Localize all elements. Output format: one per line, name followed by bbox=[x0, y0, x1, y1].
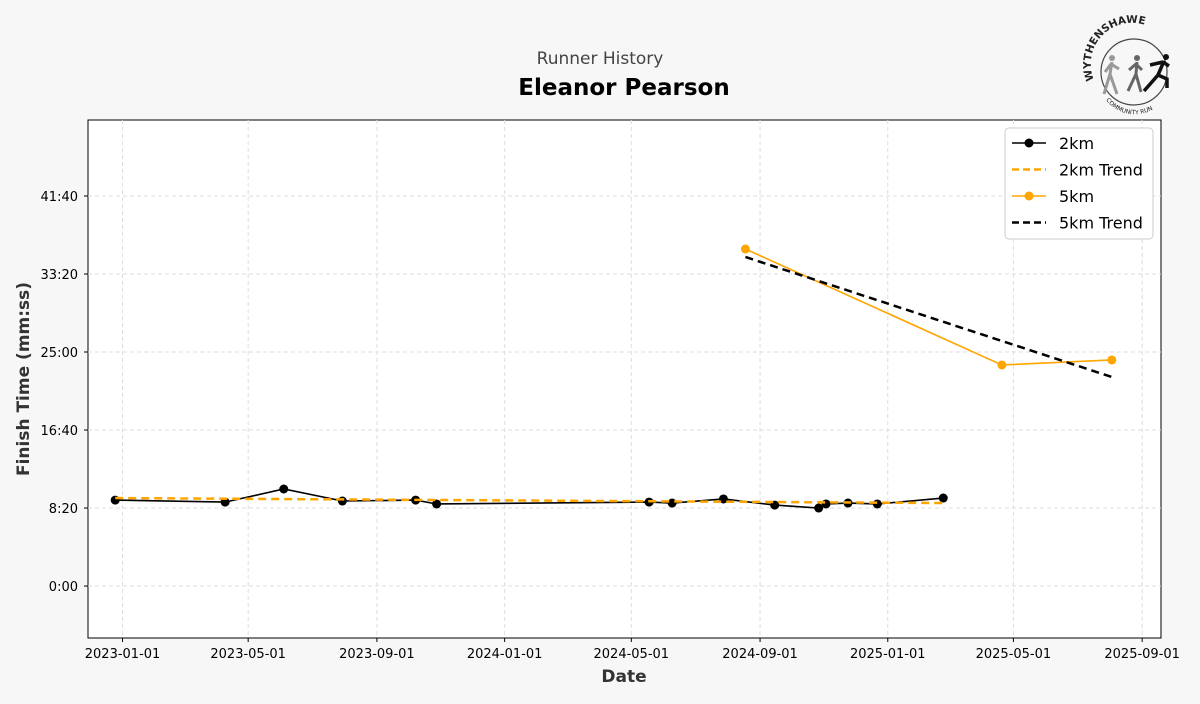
x-tick-label: 2025-01-01 bbox=[850, 647, 926, 662]
logo: WYTHENSHAWE COMMUNITY RUN bbox=[1082, 14, 1170, 117]
data-point-2km bbox=[814, 503, 824, 513]
data-point-2km bbox=[432, 499, 442, 509]
legend-marker-2km bbox=[1024, 138, 1034, 148]
legend-marker-5km bbox=[1024, 191, 1034, 201]
y-axis-label: Finish Time (mm:ss) bbox=[14, 282, 34, 476]
y-tick-label: 33:20 bbox=[41, 268, 78, 283]
data-point-2km bbox=[938, 493, 948, 503]
legend-label-5km-trend: 5km Trend bbox=[1059, 214, 1143, 233]
data-point-2km bbox=[821, 499, 831, 509]
x-tick-label: 2025-09-01 bbox=[1104, 647, 1180, 662]
plot-area bbox=[87, 119, 1162, 639]
chart-subtitle: Runner History bbox=[537, 49, 664, 69]
y-tick-label: 16:40 bbox=[41, 424, 78, 439]
series-line-2km-trend bbox=[115, 496, 944, 505]
x-tick-label: 2023-09-01 bbox=[339, 647, 415, 662]
x-tick-label: 2023-05-01 bbox=[210, 647, 286, 662]
x-tick-label: 2024-01-01 bbox=[467, 647, 543, 662]
logo-text-bottom-path: COMMUNITY RUN bbox=[1104, 97, 1154, 117]
logo-text-bottom: COMMUNITY RUN bbox=[1104, 97, 1154, 117]
chart-title: Eleanor Pearson bbox=[518, 75, 729, 101]
legend: 2km 2km Trend 5km 5km Trend bbox=[1004, 127, 1154, 240]
y-tick-label: 25:00 bbox=[41, 346, 78, 361]
data-point-5km bbox=[997, 360, 1007, 370]
x-tick-label: 2023-01-01 bbox=[85, 647, 161, 662]
data-point-2km bbox=[279, 484, 289, 494]
legend-label-2km-trend: 2km Trend bbox=[1059, 161, 1143, 180]
data-point-2km bbox=[872, 499, 882, 509]
data-point-2km bbox=[337, 496, 347, 506]
y-tick-label: 41:40 bbox=[41, 190, 78, 205]
legend-label-2km: 2km bbox=[1059, 134, 1094, 153]
data-point-5km bbox=[740, 244, 750, 254]
data-point-5km bbox=[1107, 355, 1117, 365]
x-tick-label: 2025-05-01 bbox=[976, 647, 1052, 662]
x-tick-label: 2024-05-01 bbox=[594, 647, 670, 662]
legend-label-5km: 5km bbox=[1059, 187, 1094, 206]
y-tick-label: 8:20 bbox=[49, 502, 78, 517]
x-axis-label: Date bbox=[601, 667, 646, 687]
runner-icons bbox=[1102, 54, 1170, 95]
data-point-2km bbox=[667, 498, 677, 508]
x-tick-label: 2024-09-01 bbox=[722, 647, 798, 662]
y-tick-label: 0:00 bbox=[49, 580, 78, 595]
